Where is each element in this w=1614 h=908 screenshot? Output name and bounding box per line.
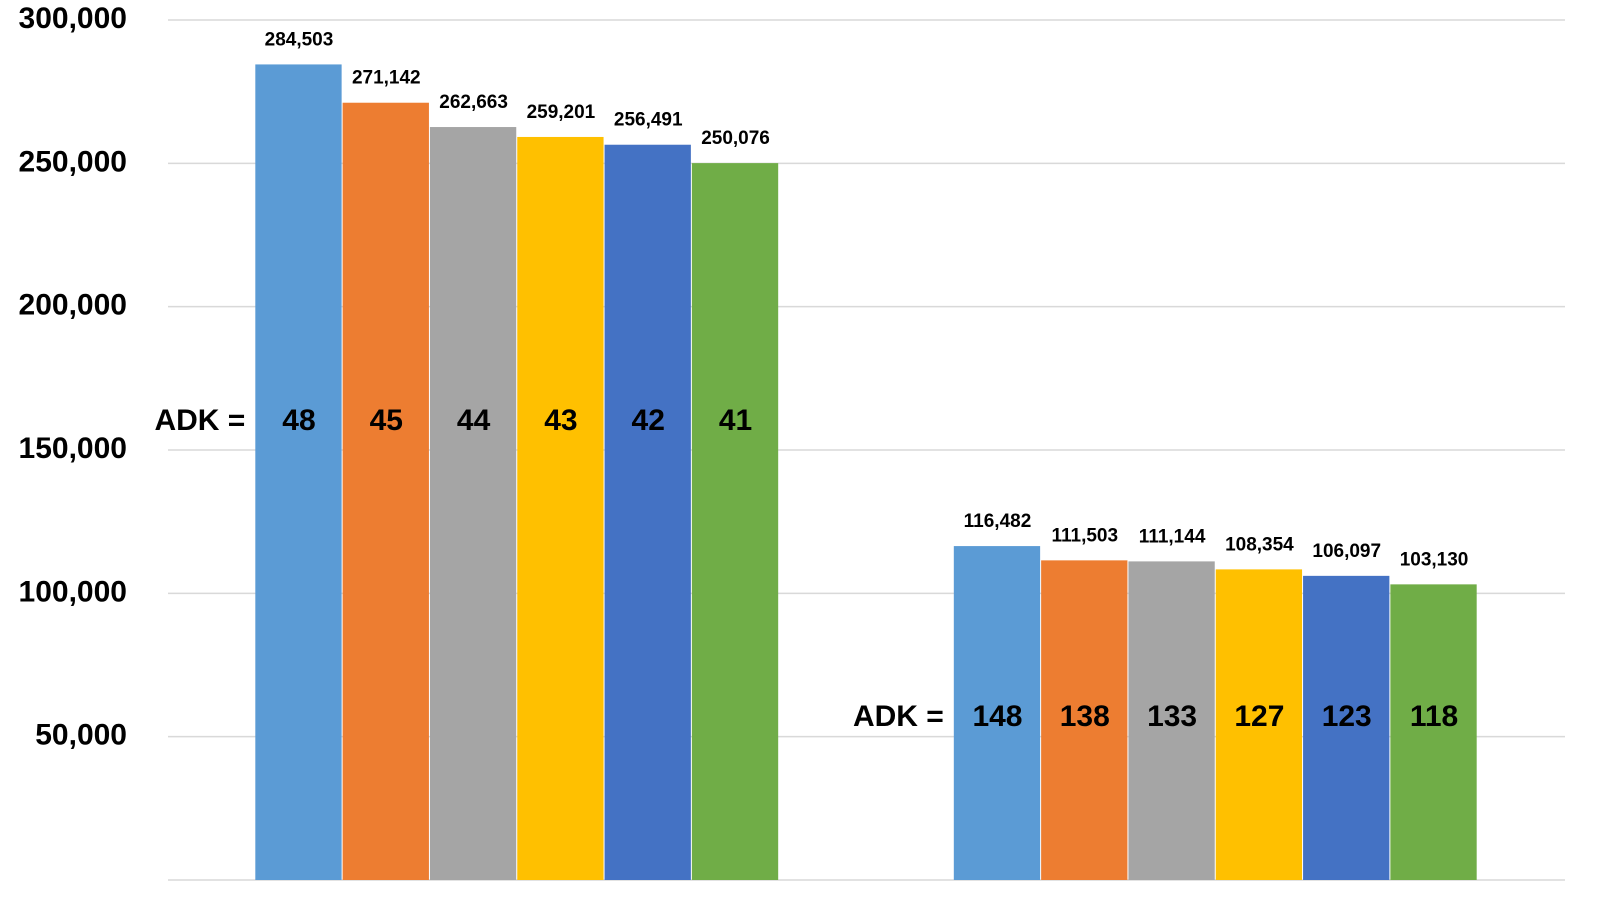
y-tick-label: 200,000: [19, 289, 127, 322]
value-label: 250,076: [701, 128, 770, 149]
bar: [1303, 575, 1390, 880]
bar: [1390, 584, 1477, 880]
value-label: 111,503: [1051, 525, 1118, 546]
bar: [517, 136, 604, 880]
bar: [1041, 560, 1128, 880]
annotation-label: ADK =: [154, 404, 245, 437]
value-label: 262,663: [439, 92, 508, 113]
bar: [255, 64, 342, 880]
y-tick-label: 150,000: [19, 432, 127, 465]
bar: [953, 546, 1041, 880]
bar: [1128, 561, 1215, 880]
value-label: 116,482: [964, 511, 1032, 532]
bar: [1215, 569, 1303, 880]
bar: [604, 144, 691, 880]
y-tick-label: 100,000: [19, 575, 127, 608]
y-tick-label: 50,000: [35, 719, 127, 752]
bar: [429, 127, 517, 881]
adk-value: 123: [1322, 700, 1372, 733]
value-label: 271,142: [352, 68, 421, 89]
adk-value: 48: [282, 404, 315, 437]
value-label: 259,201: [527, 102, 596, 123]
bar: [342, 102, 429, 881]
adk-value: 133: [1147, 700, 1197, 733]
y-tick-label: 300,000: [19, 2, 127, 35]
adk-value: 42: [632, 404, 665, 437]
adk-value: 44: [457, 404, 491, 437]
value-label: 108,354: [1225, 534, 1294, 555]
adk-value: 127: [1234, 700, 1284, 733]
value-label: 106,097: [1312, 541, 1381, 562]
adk-value: 45: [370, 404, 403, 437]
value-label: 284,503: [265, 29, 334, 50]
value-label: 256,491: [614, 110, 683, 131]
adk-value: 118: [1410, 700, 1458, 733]
bar: [691, 163, 779, 880]
adk-value: 43: [544, 404, 577, 437]
adk-value: 41: [719, 404, 752, 437]
adk-value: 148: [972, 700, 1022, 733]
value-label: 103,130: [1400, 549, 1469, 570]
adk-value: 138: [1060, 700, 1110, 733]
y-tick-label: 250,000: [19, 145, 127, 178]
value-label: 111,144: [1139, 526, 1206, 547]
annotation-label: ADK =: [853, 700, 944, 733]
